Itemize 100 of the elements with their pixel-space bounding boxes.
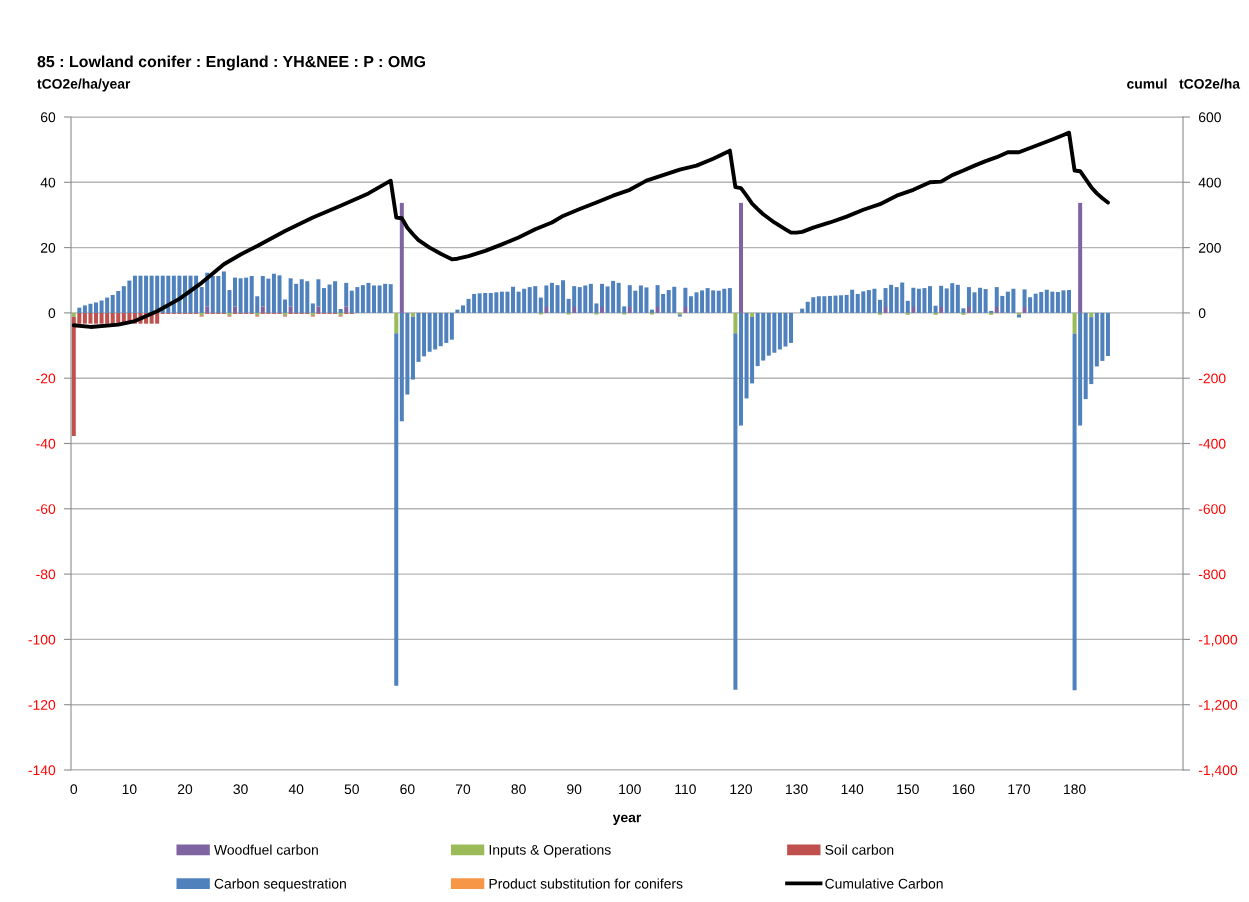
y-tick-label: -60 bbox=[36, 504, 56, 514]
bar bbox=[260, 306, 265, 313]
y-tick-label: -80 bbox=[36, 569, 56, 580]
bar bbox=[1067, 290, 1072, 313]
chart-title: 85 : Lowland conifer : England : YH&NEE : P : OMG bbox=[37, 55, 426, 71]
y-tick-label: -140 bbox=[28, 765, 56, 776]
bar bbox=[683, 307, 688, 313]
bar bbox=[1078, 202, 1083, 313]
bar bbox=[599, 283, 604, 308]
bar bbox=[994, 307, 999, 313]
bar bbox=[883, 307, 888, 313]
bar bbox=[388, 284, 393, 313]
x-tick-label: 110 bbox=[675, 784, 696, 795]
bar bbox=[460, 305, 465, 313]
x-tick-label: 70 bbox=[455, 784, 471, 795]
bar bbox=[911, 307, 916, 313]
bar bbox=[750, 312, 755, 317]
bar bbox=[233, 306, 238, 313]
y2-tick-label: -1,400 bbox=[1198, 765, 1238, 777]
y-tick-label: 40 bbox=[40, 177, 56, 188]
y-tick-label: 0 bbox=[48, 308, 56, 319]
line-series bbox=[71, 130, 1110, 329]
bar bbox=[1072, 312, 1077, 334]
legend-label: Inputs & Operations bbox=[489, 844, 611, 858]
bar bbox=[966, 307, 971, 313]
x-tick-label: 10 bbox=[122, 784, 137, 795]
bar bbox=[733, 312, 738, 334]
bar bbox=[77, 307, 82, 313]
x-tick-label: 20 bbox=[177, 784, 193, 795]
bar bbox=[877, 299, 882, 313]
bar bbox=[455, 309, 460, 313]
y2-tick-label: -400 bbox=[1198, 438, 1226, 449]
y2-tick-label: 200 bbox=[1198, 242, 1221, 253]
bar bbox=[394, 312, 399, 334]
x-tick-label: 100 bbox=[619, 784, 641, 795]
bar bbox=[233, 277, 238, 307]
x-tick-label: 0 bbox=[70, 784, 78, 795]
bar bbox=[316, 306, 321, 313]
bar bbox=[627, 307, 632, 313]
bar bbox=[321, 288, 326, 313]
bar bbox=[683, 287, 688, 308]
y2-tick-label: 400 bbox=[1198, 177, 1221, 188]
x-tick-label: 80 bbox=[511, 784, 526, 795]
y2-tick-label: -800 bbox=[1198, 569, 1226, 580]
bar bbox=[789, 312, 794, 343]
bar bbox=[800, 308, 805, 313]
y-axis-title: tCO2e/ha/year bbox=[37, 78, 131, 92]
legend-label: Woodfuel carbon bbox=[214, 844, 318, 855]
x-tick-label: 30 bbox=[233, 784, 248, 795]
y-tick-label: 60 bbox=[40, 112, 56, 123]
x-tick-label: 170 bbox=[1008, 784, 1031, 795]
bar bbox=[288, 306, 293, 313]
legend-label: Carbon sequestration bbox=[214, 878, 346, 892]
legend-label: Cumulative Carbon bbox=[825, 878, 943, 889]
bar bbox=[399, 202, 404, 313]
bar bbox=[94, 312, 99, 324]
y-tick-label: 20 bbox=[40, 242, 56, 253]
bar bbox=[733, 333, 738, 690]
bar bbox=[738, 202, 743, 313]
y2-tick-label: -600 bbox=[1198, 504, 1226, 514]
x-tick-label: 90 bbox=[567, 784, 582, 795]
bar bbox=[1089, 312, 1094, 318]
bar bbox=[928, 286, 933, 313]
bar bbox=[738, 312, 743, 426]
bar bbox=[410, 312, 415, 317]
y-tick-label: -20 bbox=[36, 373, 56, 384]
x-tick-label: 180 bbox=[1064, 784, 1086, 795]
bar bbox=[1105, 312, 1110, 356]
x-tick-label: 60 bbox=[400, 784, 415, 795]
x-tick-label: 160 bbox=[952, 784, 975, 795]
bar bbox=[727, 288, 732, 313]
x-tick-label: 40 bbox=[288, 784, 304, 795]
y2-tick-label: -1,200 bbox=[1198, 700, 1238, 712]
legend-label: Product substitution for conifers bbox=[489, 878, 683, 889]
bar bbox=[205, 306, 210, 313]
bar bbox=[394, 333, 399, 686]
y-tick-label: -40 bbox=[36, 438, 56, 449]
bar bbox=[344, 282, 349, 307]
bar bbox=[344, 306, 349, 313]
bar bbox=[572, 307, 577, 313]
bar bbox=[1022, 307, 1027, 313]
bar bbox=[939, 307, 944, 313]
y2-tick-label: -200 bbox=[1198, 373, 1226, 384]
bar bbox=[655, 307, 660, 313]
bar bbox=[94, 302, 99, 313]
x-tick-label: 50 bbox=[344, 784, 359, 795]
x-tick-label: 120 bbox=[730, 784, 753, 795]
bar bbox=[449, 312, 454, 340]
y2-tick-label: 600 bbox=[1198, 112, 1221, 123]
x-tick-label: 130 bbox=[786, 784, 808, 795]
bar bbox=[71, 312, 76, 317]
bar bbox=[599, 307, 604, 313]
y-tick-label: -100 bbox=[28, 634, 56, 645]
y2-tick-label: 0 bbox=[1198, 308, 1206, 319]
y2-axis-title: cumul tCO2e/ha bbox=[1127, 78, 1241, 89]
x-tick-label: 150 bbox=[897, 784, 919, 795]
bar bbox=[511, 286, 516, 313]
bar bbox=[372, 285, 377, 313]
legend-label: Soil carbon bbox=[825, 844, 894, 855]
bar bbox=[544, 307, 549, 313]
